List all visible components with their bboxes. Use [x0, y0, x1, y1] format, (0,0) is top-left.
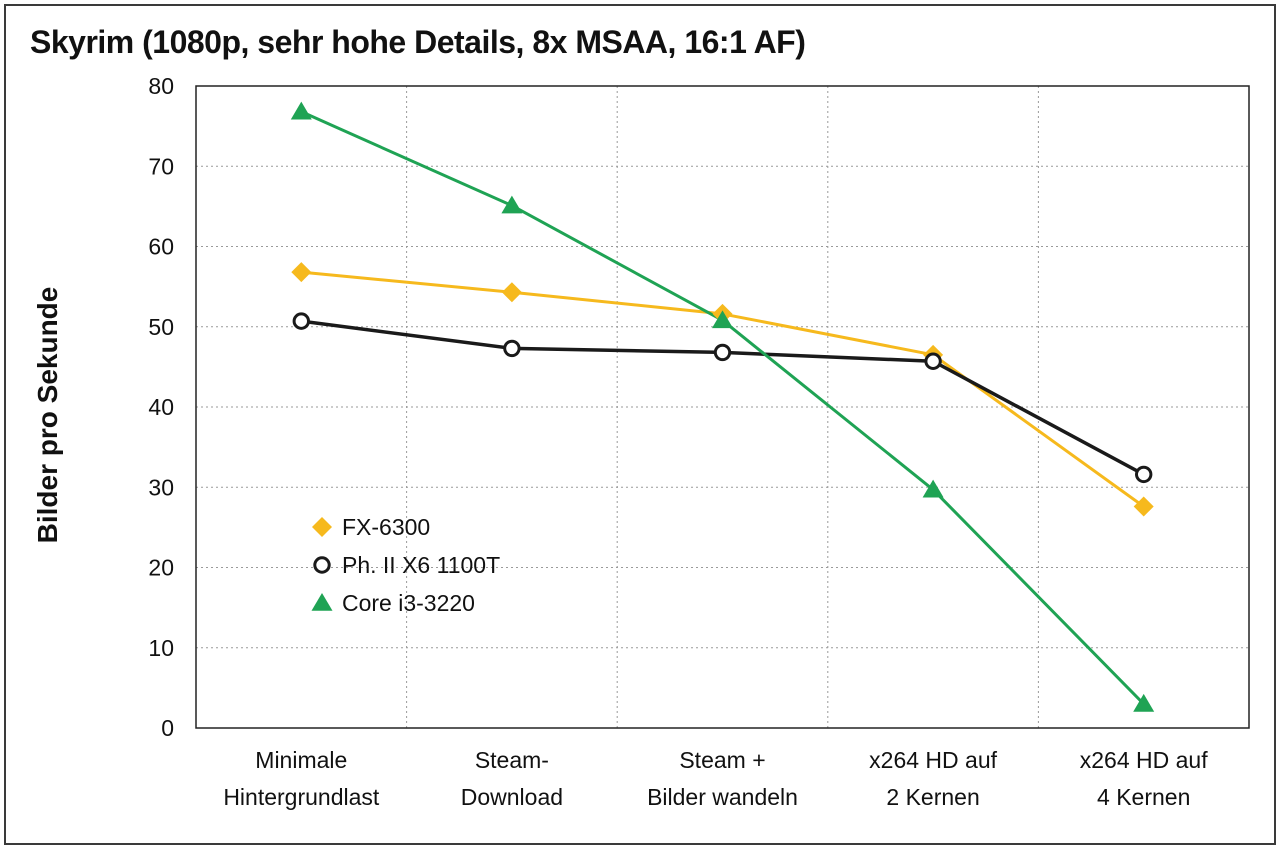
data-point-diamond [291, 262, 312, 283]
legend-marker-diamond [312, 517, 332, 537]
legend: FX-6300 Ph. II X6 1100T Core i3-3220 [311, 514, 500, 616]
y-tick-label: 40 [148, 394, 174, 420]
data-point-circle [924, 352, 942, 370]
legend-marker-triangle [311, 593, 333, 611]
legend-label: Ph. II X6 1100T [342, 552, 500, 578]
series-markers [290, 101, 1155, 712]
x-category-label: Steam + [679, 747, 765, 773]
x-category-label: Minimale [255, 747, 347, 773]
y-tick-label: 60 [148, 234, 174, 260]
data-point-diamond [501, 282, 522, 303]
y-tick-label: 50 [148, 314, 174, 340]
y-tick-label: 0 [161, 715, 174, 741]
data-point-triangle [290, 101, 312, 120]
legend-marker-circle [313, 556, 331, 574]
data-point-triangle [922, 479, 944, 498]
x-category-label: 2 Kernen [886, 784, 979, 810]
y-tick-label: 10 [148, 635, 174, 661]
data-point-circle [713, 343, 732, 362]
y-tick-label: 30 [148, 474, 174, 500]
y-tick-label: 80 [148, 73, 174, 99]
y-axis-label: Bilder pro Sekunde [32, 287, 63, 544]
legend-label: FX-6300 [342, 514, 430, 540]
data-point-triangle [501, 195, 523, 214]
legend-label: Core i3-3220 [342, 590, 475, 616]
data-point-triangle [1133, 693, 1155, 712]
x-category-label: x264 HD auf [1080, 747, 1208, 773]
chart-title: Skyrim (1080p, sehr hohe Details, 8x MSA… [30, 24, 806, 60]
x-category-label: 4 Kernen [1097, 784, 1190, 810]
x-axis-categories: Minimale Hintergrundlast Steam- Download Ste… [223, 747, 1208, 810]
plot-area-border [195, 85, 1250, 729]
y-axis-ticks: 0 10 20 30 40 50 60 70 80 [148, 73, 174, 741]
y-tick-label: 20 [148, 555, 174, 581]
data-point-circle [292, 312, 310, 330]
data-point-triangle [712, 310, 733, 329]
chart-frame [4, 4, 1276, 845]
x-category-label: x264 HD auf [869, 747, 997, 773]
x-category-label: Hintergrundlast [223, 784, 380, 810]
y-tick-label: 70 [148, 153, 174, 179]
x-category-label: Bilder wandeln [647, 784, 798, 810]
data-point-diamond [1133, 496, 1154, 517]
x-category-label: Steam- [475, 747, 549, 773]
data-point-circle [503, 339, 521, 358]
x-category-label: Download [461, 784, 563, 810]
grid [195, 85, 1250, 729]
data-point-circle [1135, 465, 1153, 484]
